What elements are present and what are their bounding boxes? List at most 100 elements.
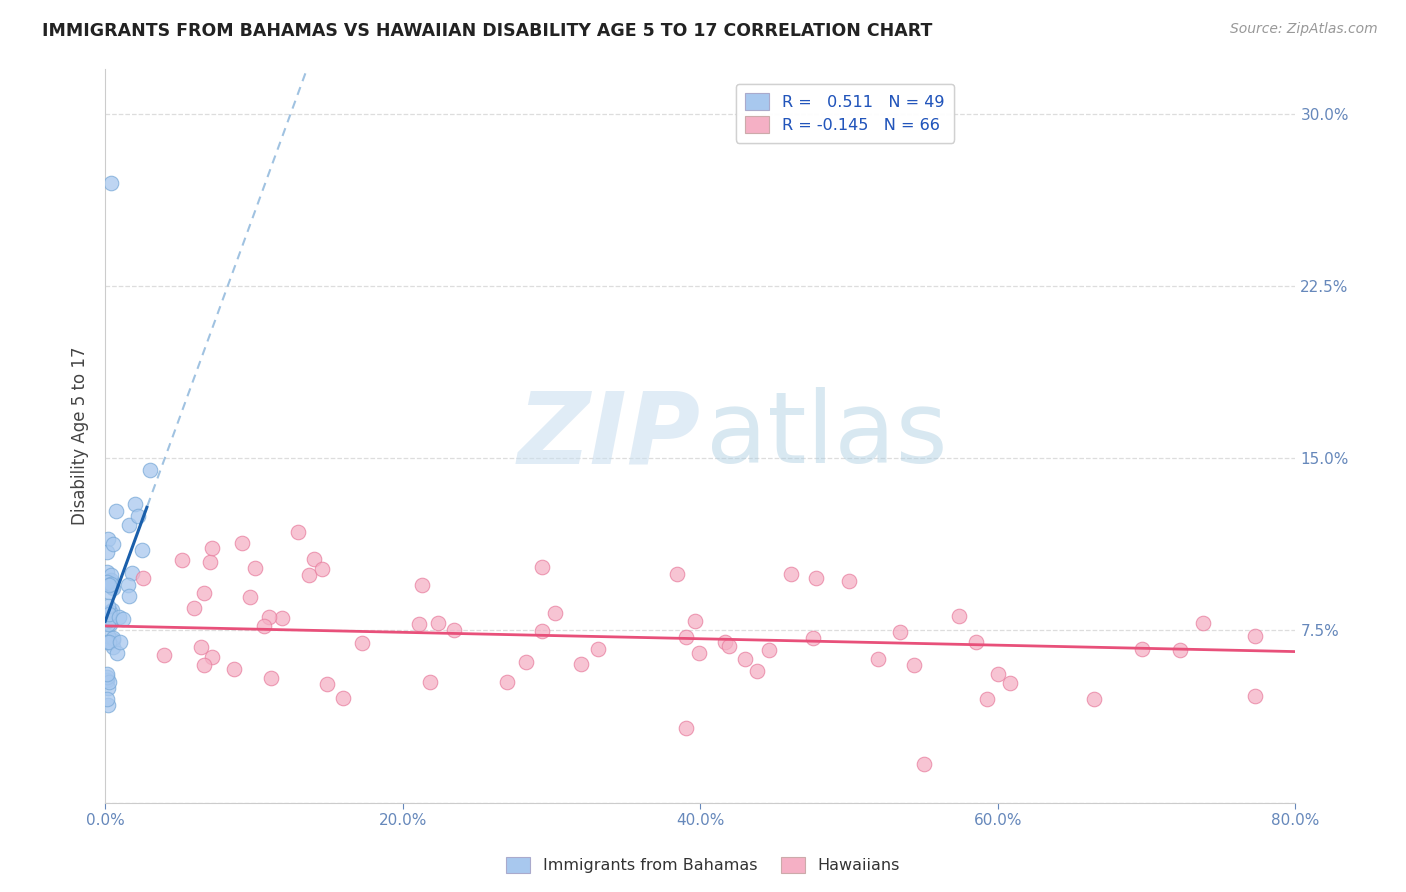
Point [714,634,737,648]
Point [97,675,120,690]
Point [758,643,780,657]
Point [443,623,465,637]
Point [101,632,124,646]
Point [97,578,120,592]
Text: IMMIGRANTS FROM BAHAMAS VS HAWAIIAN DISABILITY AGE 5 TO 17 CORRELATION CHART: IMMIGRANTS FROM BAHAMAS VS HAWAIIAN DISA… [42,22,932,40]
Point [231,536,253,550]
Point [889,625,911,640]
Point [101,633,124,648]
Point [97,635,120,649]
Point [132,571,155,585]
Point [96,606,118,620]
Point [544,606,567,620]
Point [98,605,121,619]
Point [224,662,246,676]
Point [170,553,193,567]
Point [260,671,283,685]
Point [675,630,697,644]
Point [1000,676,1022,690]
Point [408,616,430,631]
Point [101,602,124,616]
Legend: R =   0.511   N = 49, R = -0.145   N = 66: R = 0.511 N = 49, R = -0.145 N = 66 [735,84,955,143]
Point [200,555,222,569]
Point [530,624,553,638]
Point [1130,641,1153,656]
Point [903,657,925,672]
Point [97,533,120,547]
Point [193,586,215,600]
Point [105,647,128,661]
Point [190,640,212,654]
Point [98,613,121,627]
Point [97,584,120,599]
Point [717,639,740,653]
Point [97,698,120,712]
Point [302,552,325,566]
Point [298,567,321,582]
Point [1244,629,1267,643]
Point [118,517,141,532]
Point [257,610,280,624]
Point [588,642,610,657]
Point [117,577,139,591]
Point [127,508,149,523]
Point [912,757,935,772]
Point [838,574,860,589]
Point [531,560,554,574]
Point [734,652,756,666]
Point [100,176,122,190]
Point [100,573,122,587]
Point [868,651,890,665]
Point [96,667,118,681]
Point [96,575,118,590]
Point [987,667,1010,681]
Point [100,576,122,591]
Point [948,608,970,623]
Point [688,646,710,660]
Point [801,632,824,646]
Point [515,655,537,669]
Point [124,497,146,511]
Point [569,657,592,672]
Point [108,635,131,649]
Point [112,612,135,626]
Point [245,561,267,575]
Point [97,617,120,632]
Point [101,582,124,596]
Point [253,619,276,633]
Point [976,691,998,706]
Point [675,721,697,735]
Point [98,574,121,589]
Point [105,504,128,518]
Point [100,567,122,582]
Legend: Immigrants from Bahamas, Hawaiians: Immigrants from Bahamas, Hawaiians [499,850,907,880]
Point [1168,642,1191,657]
Point [107,609,129,624]
Point [779,567,801,582]
Point [427,615,450,630]
Point [131,543,153,558]
Point [665,566,688,581]
Point [96,670,118,684]
Point [316,677,339,691]
Point [419,675,441,690]
Point [98,617,121,632]
Point [287,524,309,539]
Point [496,675,519,690]
Point [311,561,333,575]
Point [97,681,120,696]
Point [97,629,120,643]
Point [201,649,224,664]
Point [96,566,118,580]
Point [352,636,374,650]
Point [153,648,176,662]
Point [804,571,827,585]
Point [1244,689,1267,703]
Point [97,607,120,621]
Point [98,608,121,623]
Point [1192,615,1215,630]
Point [96,691,118,706]
Text: Source: ZipAtlas.com: Source: ZipAtlas.com [1230,22,1378,37]
Text: ZIP: ZIP [517,387,700,484]
Point [121,566,143,581]
